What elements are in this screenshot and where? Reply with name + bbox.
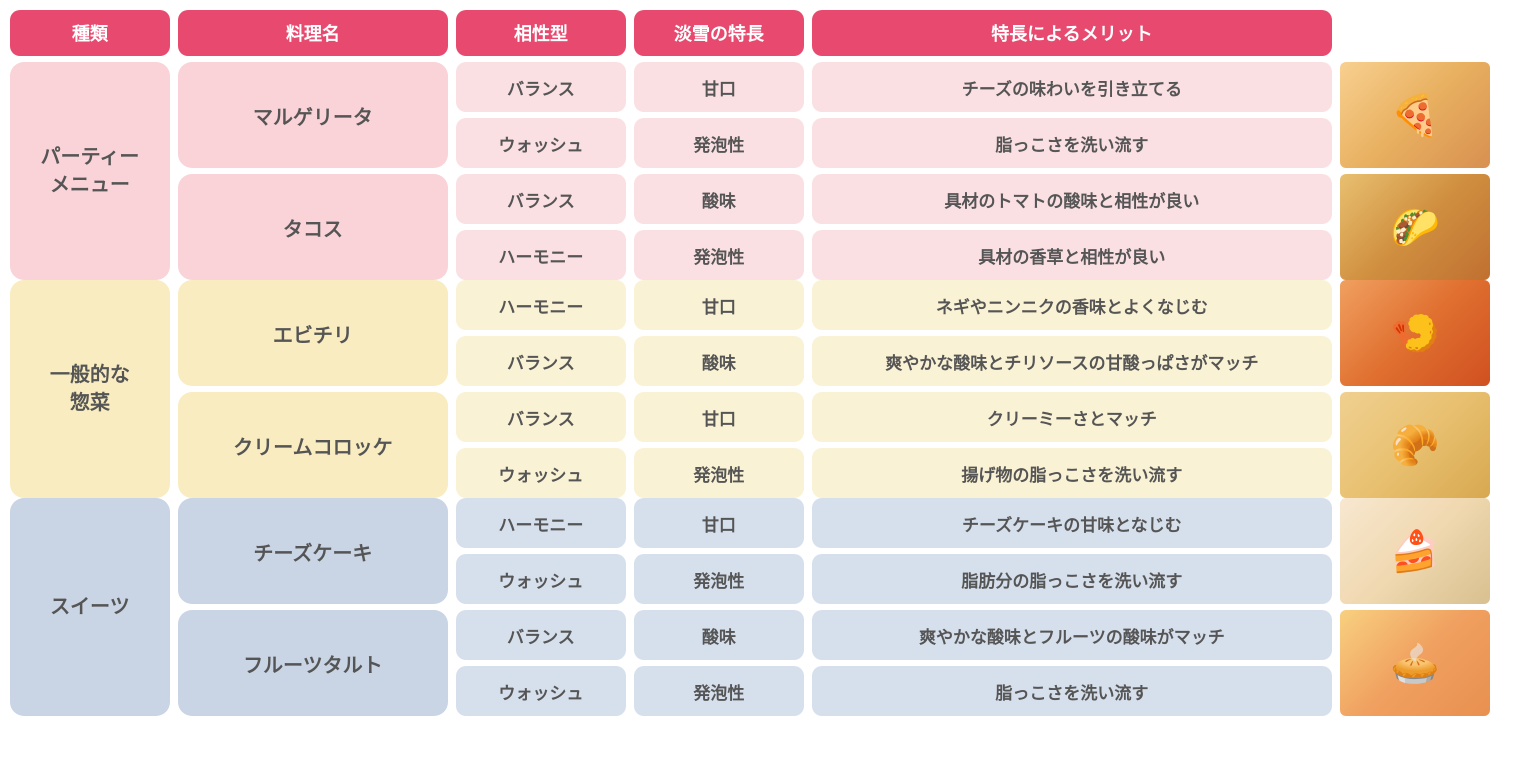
food-image: 🍤: [1340, 280, 1490, 386]
merit-cell: 具材のトマトの酸味と相性が良い: [812, 174, 1332, 224]
feature-cell: 酸味: [634, 610, 804, 660]
merit-cell: ネギやニンニクの香味とよくなじむ: [812, 280, 1332, 330]
feature-cell: 甘口: [634, 498, 804, 548]
table-section: 一般的な惣菜エビチリクリームコロッケハーモニー甘口ネギやニンニクの香味とよくなじ…: [10, 280, 1526, 498]
dish-cell: エビチリ: [178, 280, 448, 386]
merit-cell: 爽やかな酸味とフルーツの酸味がマッチ: [812, 610, 1332, 660]
type-cell: ハーモニー: [456, 498, 626, 548]
table-row: ハーモニー甘口チーズケーキの甘味となじむ: [456, 498, 1332, 548]
header-type: 相性型: [456, 10, 626, 56]
food-image: 🥧: [1340, 610, 1490, 716]
table-row: バランス酸味爽やかな酸味とフルーツの酸味がマッチ: [456, 610, 1332, 660]
header-img-spacer: [1340, 10, 1490, 56]
table-row: ハーモニー発泡性具材の香草と相性が良い: [456, 230, 1332, 280]
merit-cell: 脂肪分の脂っこさを洗い流す: [812, 554, 1332, 604]
image-column: 🍤🥐: [1340, 280, 1490, 498]
dishes-column: マルゲリータタコス: [178, 62, 448, 280]
dish-cell: マルゲリータ: [178, 62, 448, 168]
table-row: ウォッシュ発泡性揚げ物の脂っこさを洗い流す: [456, 448, 1332, 498]
table-section: パーティーメニューマルゲリータタコスバランス甘口チーズの味わいを引き立てるウォッ…: [10, 62, 1526, 280]
merit-cell: 脂っこさを洗い流す: [812, 666, 1332, 716]
type-cell: ウォッシュ: [456, 448, 626, 498]
rows-column: バランス甘口チーズの味わいを引き立てるウォッシュ発泡性脂っこさを洗い流すバランス…: [456, 62, 1332, 280]
category-cell: パーティーメニュー: [10, 62, 170, 280]
category-cell: 一般的な惣菜: [10, 280, 170, 498]
rows-column: ハーモニー甘口チーズケーキの甘味となじむウォッシュ発泡性脂肪分の脂っこさを洗い流…: [456, 498, 1332, 716]
type-cell: ハーモニー: [456, 230, 626, 280]
header-feature: 淡雪の特長: [634, 10, 804, 56]
category-cell: スイーツ: [10, 498, 170, 716]
merit-cell: 揚げ物の脂っこさを洗い流す: [812, 448, 1332, 498]
table-header: 種類 料理名 相性型 淡雪の特長 特長によるメリット: [10, 10, 1526, 56]
feature-cell: 甘口: [634, 280, 804, 330]
table-row: バランス甘口クリーミーさとマッチ: [456, 392, 1332, 442]
type-cell: ハーモニー: [456, 280, 626, 330]
type-cell: ウォッシュ: [456, 666, 626, 716]
image-column: 🍰🥧: [1340, 498, 1490, 716]
dishes-column: エビチリクリームコロッケ: [178, 280, 448, 498]
feature-cell: 酸味: [634, 336, 804, 386]
dish-cell: クリームコロッケ: [178, 392, 448, 498]
table-row: ウォッシュ発泡性脂っこさを洗い流す: [456, 666, 1332, 716]
type-cell: ウォッシュ: [456, 554, 626, 604]
table-row: バランス酸味具材のトマトの酸味と相性が良い: [456, 174, 1332, 224]
feature-cell: 甘口: [634, 392, 804, 442]
table-row: ハーモニー甘口ネギやニンニクの香味とよくなじむ: [456, 280, 1332, 330]
feature-cell: 甘口: [634, 62, 804, 112]
dish-cell: フルーツタルト: [178, 610, 448, 716]
feature-cell: 発泡性: [634, 666, 804, 716]
food-image: 🌮: [1340, 174, 1490, 280]
dishes-column: チーズケーキフルーツタルト: [178, 498, 448, 716]
merit-cell: 具材の香草と相性が良い: [812, 230, 1332, 280]
dish-cell: チーズケーキ: [178, 498, 448, 604]
header-merit: 特長によるメリット: [812, 10, 1332, 56]
type-cell: バランス: [456, 62, 626, 112]
table-row: バランス酸味爽やかな酸味とチリソースの甘酸っぱさがマッチ: [456, 336, 1332, 386]
header-dish: 料理名: [178, 10, 448, 56]
merit-cell: 脂っこさを洗い流す: [812, 118, 1332, 168]
dish-cell: タコス: [178, 174, 448, 280]
type-cell: ウォッシュ: [456, 118, 626, 168]
merit-cell: 爽やかな酸味とチリソースの甘酸っぱさがマッチ: [812, 336, 1332, 386]
type-cell: バランス: [456, 392, 626, 442]
merit-cell: チーズケーキの甘味となじむ: [812, 498, 1332, 548]
feature-cell: 発泡性: [634, 118, 804, 168]
merit-cell: クリーミーさとマッチ: [812, 392, 1332, 442]
feature-cell: 発泡性: [634, 448, 804, 498]
feature-cell: 発泡性: [634, 230, 804, 280]
food-image: 🍕: [1340, 62, 1490, 168]
table-section: スイーツチーズケーキフルーツタルトハーモニー甘口チーズケーキの甘味となじむウォッ…: [10, 498, 1526, 716]
table-row: ウォッシュ発泡性脂肪分の脂っこさを洗い流す: [456, 554, 1332, 604]
image-column: 🍕🌮: [1340, 62, 1490, 280]
rows-column: ハーモニー甘口ネギやニンニクの香味とよくなじむバランス酸味爽やかな酸味とチリソー…: [456, 280, 1332, 498]
feature-cell: 発泡性: [634, 554, 804, 604]
type-cell: バランス: [456, 336, 626, 386]
food-image: 🍰: [1340, 498, 1490, 604]
header-category: 種類: [10, 10, 170, 56]
food-image: 🥐: [1340, 392, 1490, 498]
feature-cell: 酸味: [634, 174, 804, 224]
type-cell: バランス: [456, 174, 626, 224]
pairing-table: 種類 料理名 相性型 淡雪の特長 特長によるメリット パーティーメニューマルゲリ…: [10, 10, 1526, 716]
merit-cell: チーズの味わいを引き立てる: [812, 62, 1332, 112]
table-row: ウォッシュ発泡性脂っこさを洗い流す: [456, 118, 1332, 168]
table-row: バランス甘口チーズの味わいを引き立てる: [456, 62, 1332, 112]
type-cell: バランス: [456, 610, 626, 660]
